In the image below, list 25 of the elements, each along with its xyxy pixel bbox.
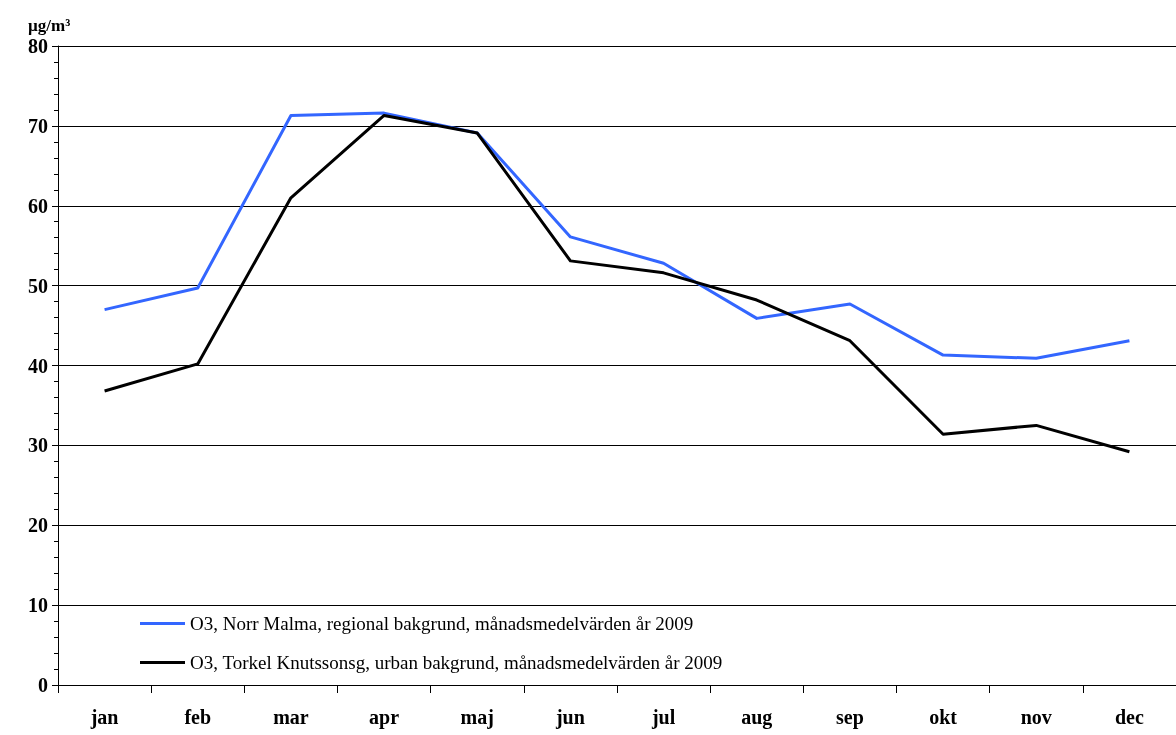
y-tick-label: 40: [28, 354, 48, 377]
y-tick-label: 20: [28, 514, 48, 537]
x-tick-label: dec: [1114, 706, 1144, 728]
y-tick-label: 50: [28, 274, 48, 297]
y-tick-label: 0: [38, 674, 48, 696]
x-tick-label: mar: [273, 706, 309, 728]
x-tick-label: aug: [741, 706, 773, 729]
x-tick-label: jan: [89, 706, 119, 729]
y-tick-label: 60: [28, 194, 48, 217]
y-axis-title: µg/m³: [28, 16, 71, 35]
legend-label: O3, Norr Malma, regional bakgrund, månadsmedelvärden år 2009: [190, 613, 694, 634]
x-tick-label: nov: [1020, 706, 1052, 728]
line-series: [103, 111, 1131, 360]
legend-label: O3, Torkel Knutssonsg, urban bakgrund, månadsmedelvärden år 2009: [190, 652, 723, 673]
x-tick-label: jul: [650, 706, 676, 729]
x-tick-label: sep: [836, 706, 864, 729]
x-tick-label: jun: [554, 706, 585, 729]
y-tick-label: 70: [28, 114, 48, 137]
y-tick-label: 10: [28, 594, 48, 617]
x-tick-label: apr: [369, 706, 400, 729]
y-tick-label: 80: [28, 35, 48, 57]
x-tick-label: feb: [184, 706, 212, 728]
x-tick-label: maj: [460, 706, 494, 729]
y-tick-label: 30: [28, 434, 48, 457]
x-tick-label: okt: [929, 706, 958, 728]
